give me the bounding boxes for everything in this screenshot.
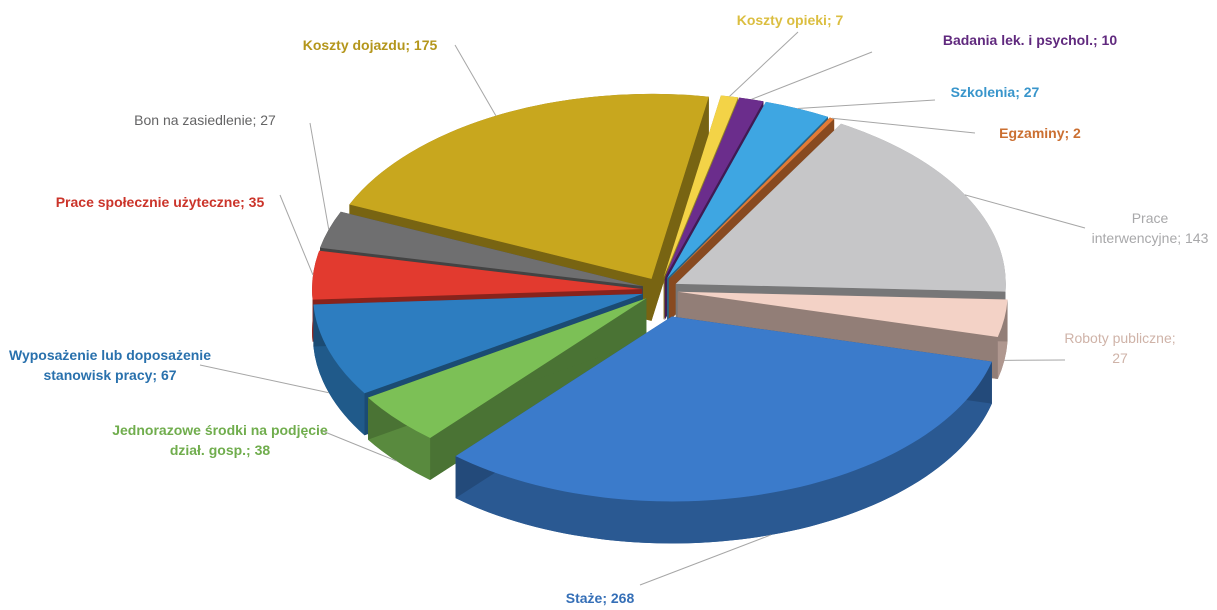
leader-line: [319, 429, 397, 462]
data-label: Jednorazowe środki na podjęcie dział. go…: [112, 422, 328, 458]
data-label: Roboty publiczne; 27: [1064, 330, 1176, 366]
pie-slice: [668, 117, 835, 280]
leader-line: [751, 51, 873, 100]
pie-slice: [313, 293, 643, 394]
pie-slice: [667, 101, 828, 279]
data-label: Badania lek. i psychol.; 10: [942, 32, 1118, 48]
leader-line: [729, 31, 799, 97]
leader-line: [279, 194, 314, 276]
leader-line: [964, 194, 1086, 229]
leader-line: [797, 99, 936, 110]
data-label: Prace społecznie użyteczne; 35: [55, 194, 265, 210]
leader-line: [639, 534, 772, 586]
slice-side: [313, 304, 365, 436]
slice-side: [455, 361, 992, 544]
pie-slice: [320, 211, 643, 287]
data-label: Prace interwencyjne; 143: [1091, 210, 1209, 246]
data-label: Koszty dojazdu; 175: [302, 37, 438, 53]
data-label: Wyposażenie lub doposażenie stanowisk pr…: [8, 347, 211, 383]
pie-slice: [312, 250, 643, 300]
leader-line: [309, 122, 330, 230]
pie-slice: [455, 316, 992, 502]
data-label: Szkolenia; 27: [950, 84, 1040, 100]
data-label: Egzaminy; 2: [999, 125, 1081, 141]
data-label: Koszty opieki; 7: [736, 12, 844, 28]
pie-slice: [368, 298, 647, 438]
pie-slice: [664, 97, 764, 278]
pie-slice: [663, 95, 739, 278]
leader-line: [831, 117, 976, 134]
leader-line: [199, 364, 329, 394]
pie-slice: [675, 123, 1006, 292]
pie-slice: [349, 93, 709, 279]
slice-side: [651, 96, 709, 321]
data-label: Staże; 268: [565, 590, 635, 606]
leader-line: [454, 44, 497, 116]
pie-slice: [677, 291, 1008, 338]
data-label: Bon na zasiedlenie; 27: [134, 112, 276, 128]
